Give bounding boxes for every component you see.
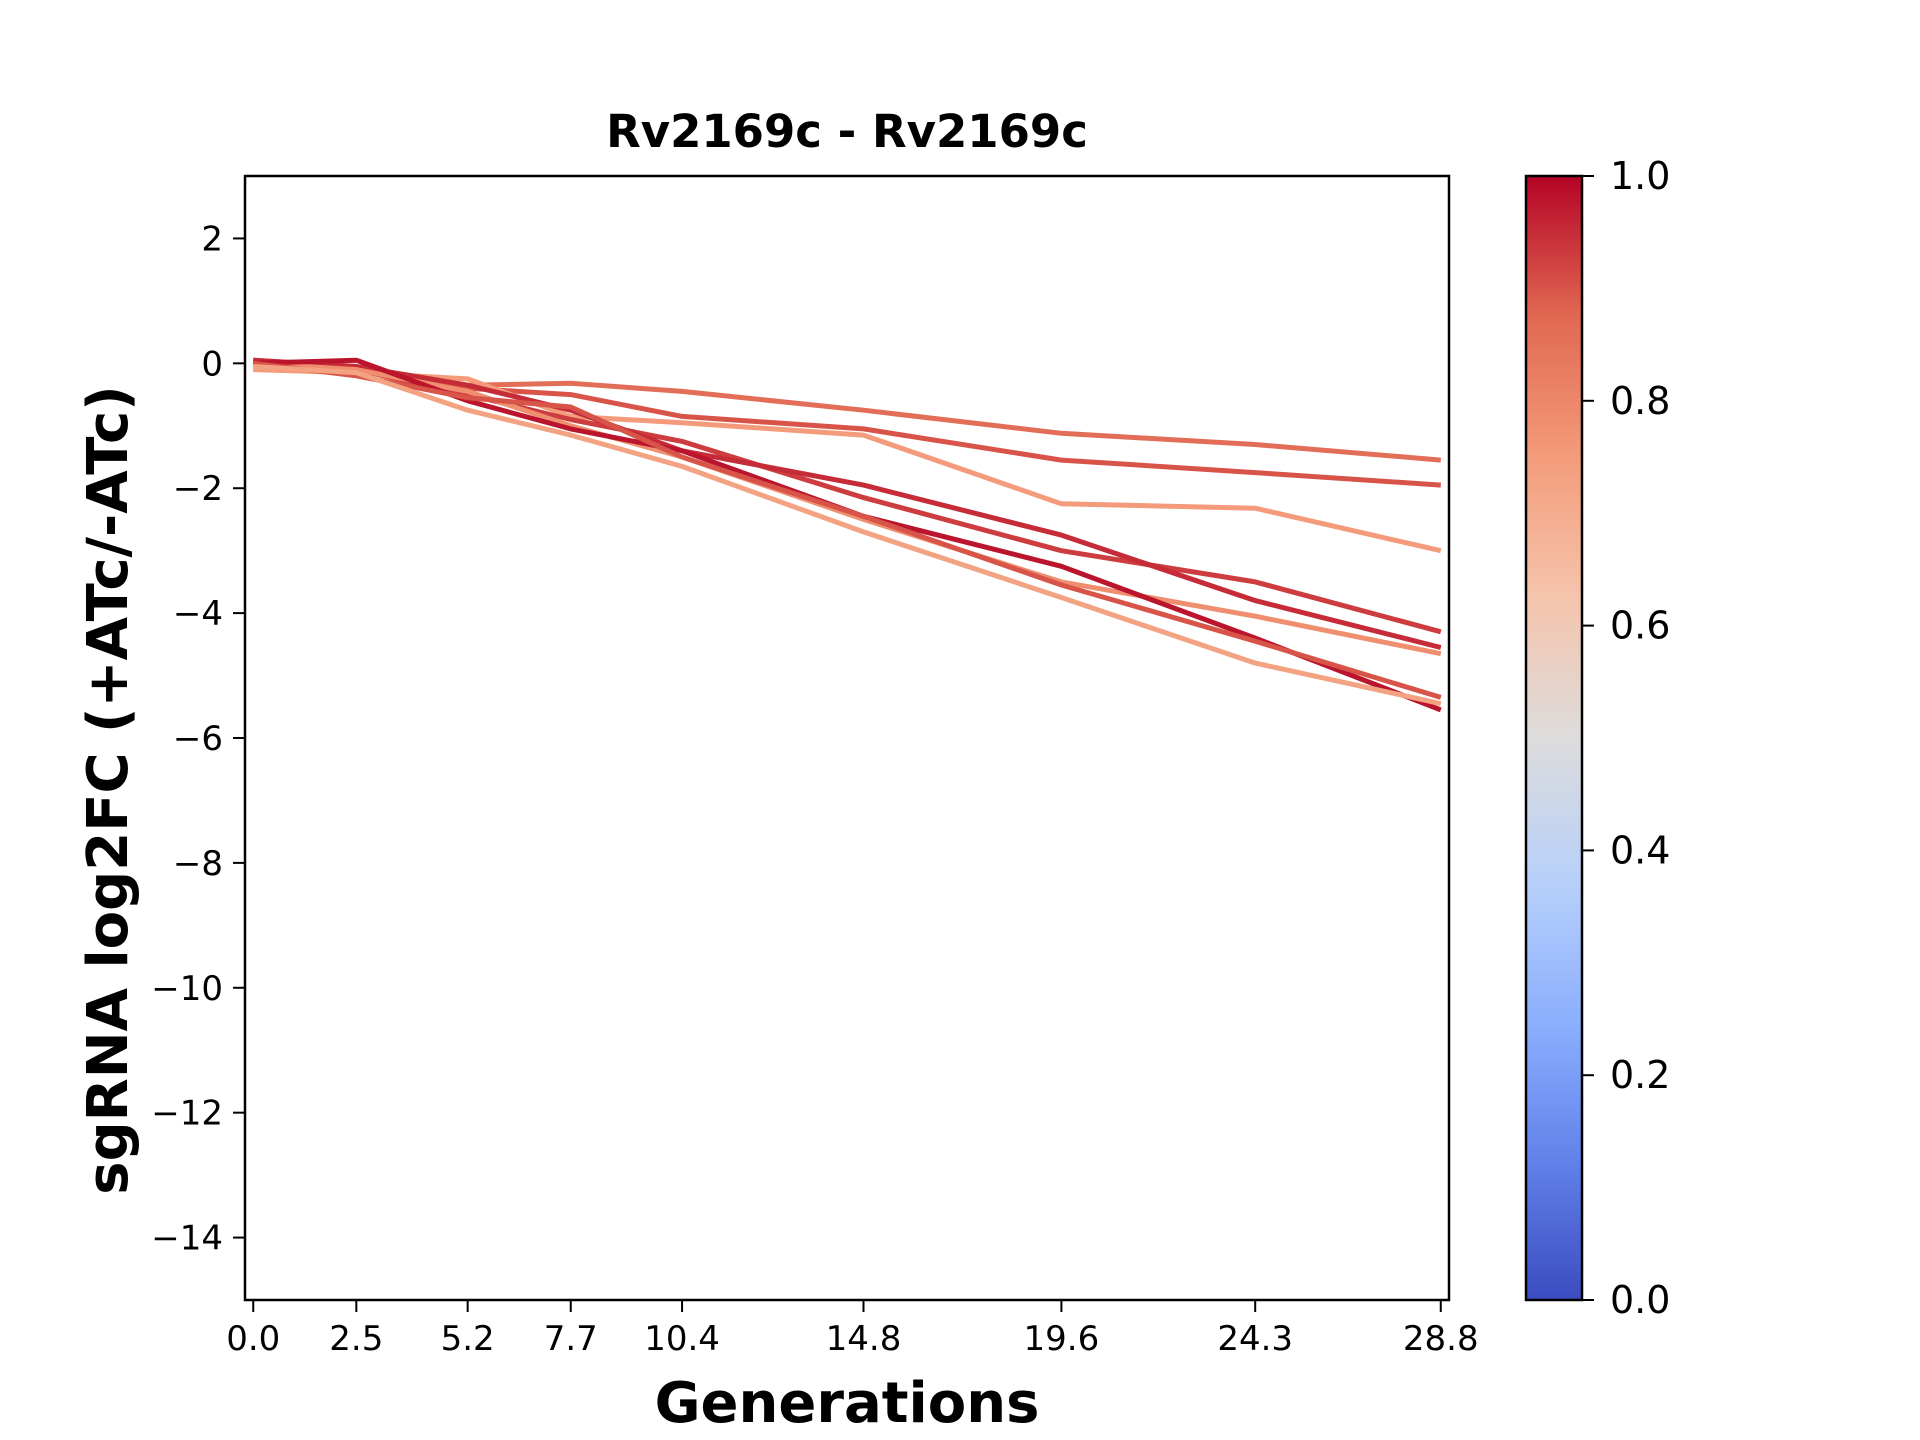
plot-area — [252, 357, 1442, 713]
x-tick-label: 24.3 — [1217, 1319, 1293, 1359]
y-tick-label: −12 — [151, 1094, 223, 1134]
series-line-5 — [253, 357, 1442, 650]
x-tick-label: 2.5 — [329, 1319, 383, 1359]
y-axis-label: sgRNA log2FC (+ATc/-ATc) — [76, 385, 141, 1195]
colorbar-tick-label: 1.0 — [1610, 154, 1670, 198]
colorbar-frame — [1524, 174, 1584, 1302]
x-tick-label: 7.7 — [544, 1319, 598, 1359]
x-axis: 0.0 2.5 5.2 7.7 10.4 14.8 19.6 24.3 28.8 — [226, 1300, 1479, 1359]
y-tick-label: −6 — [173, 719, 223, 759]
x-tick-label: 10.4 — [644, 1319, 720, 1359]
series-line-4 — [253, 359, 1442, 635]
series-line-7 — [253, 357, 1442, 713]
y-tick-label: −4 — [173, 594, 223, 634]
y-tick-label: 0 — [201, 344, 223, 384]
y-tick-label: −2 — [173, 469, 223, 509]
colorbar-tick-label: 0.6 — [1610, 604, 1670, 648]
chart-title: Rv2169c - Rv2169c — [606, 105, 1088, 158]
colorbar: 0.0 0.2 0.4 0.6 0.8 1.0 — [1524, 154, 1670, 1322]
plot-frame — [243, 174, 1451, 1302]
series-line-9 — [253, 364, 1442, 707]
y-axis: 2 0 −2 −4 −6 −8 −10 −12 −14 — [151, 219, 245, 1259]
x-tick-label: 19.6 — [1024, 1319, 1100, 1359]
y-tick-label: −8 — [173, 844, 223, 884]
y-tick-label: 2 — [201, 219, 223, 259]
colorbar-tick-label: 0.4 — [1610, 828, 1670, 872]
x-tick-label: 0.0 — [226, 1319, 280, 1359]
x-tick-label: 5.2 — [441, 1319, 495, 1359]
x-tick-label: 14.8 — [826, 1319, 902, 1359]
colorbar-tick-label: 0.8 — [1610, 379, 1670, 423]
colorbar-ticks: 0.0 0.2 0.4 0.6 0.8 1.0 — [1582, 154, 1670, 1322]
y-tick-label: −14 — [151, 1219, 223, 1259]
colorbar-tick-label: 0.0 — [1610, 1278, 1670, 1322]
x-axis-label: Generations — [655, 1371, 1040, 1436]
colorbar-gradient — [1526, 176, 1582, 1300]
x-tick-label: 28.8 — [1403, 1319, 1479, 1359]
y-tick-label: −10 — [151, 969, 223, 1009]
series-line-8 — [252, 360, 1442, 700]
colorbar-tick-label: 0.2 — [1610, 1053, 1670, 1097]
